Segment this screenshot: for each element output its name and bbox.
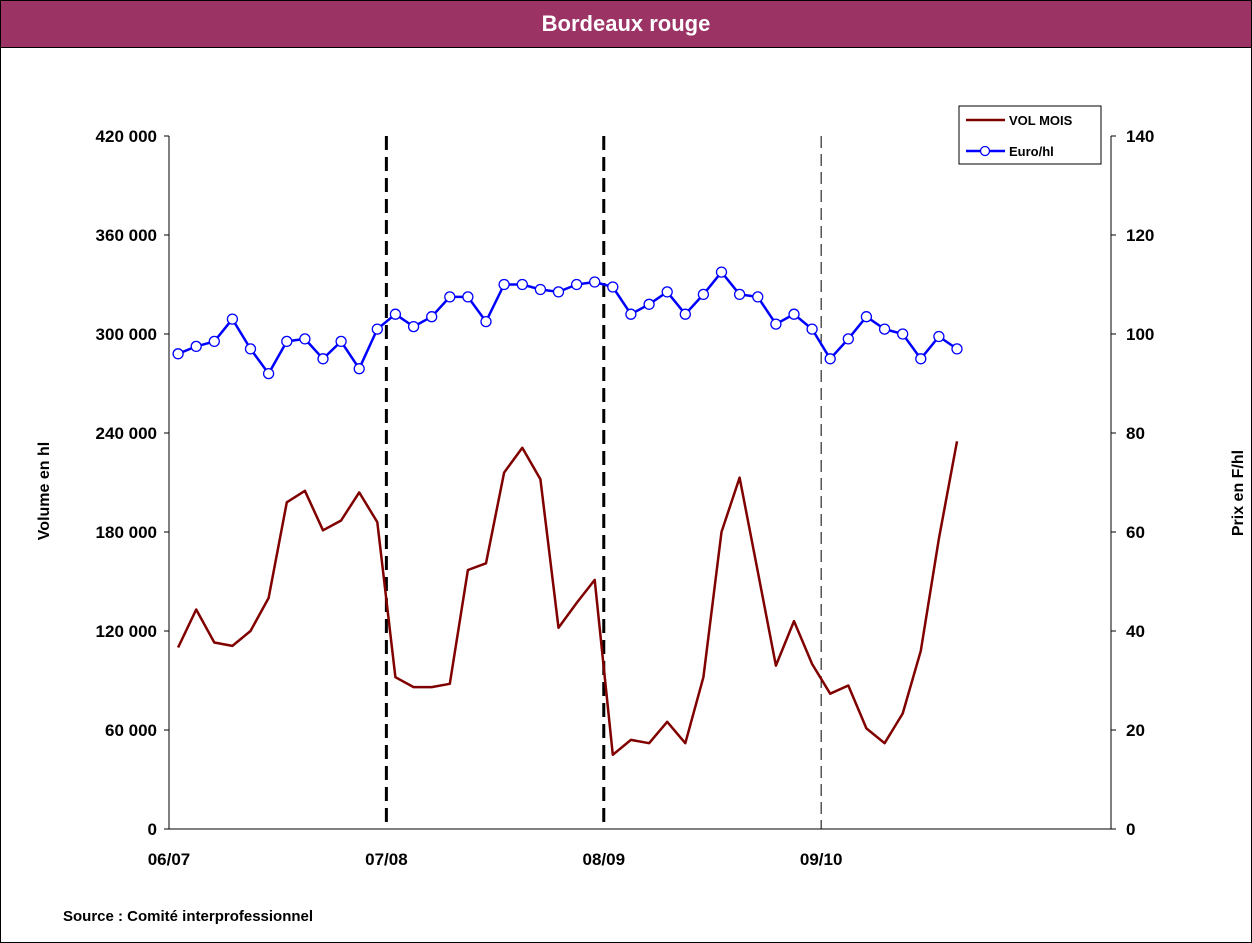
- y-right-tick-label: 120: [1126, 226, 1154, 245]
- euro-hl-data-point: [462, 291, 474, 303]
- series-line-euro-hl: [177, 270, 958, 375]
- euro-hl-data-point: [643, 298, 655, 310]
- y-axis-right-title: Prix en F/hl: [1230, 450, 1247, 536]
- euro-hl-data-point: [770, 318, 782, 330]
- y-left-tick-label: 0: [148, 820, 157, 839]
- euro-hl-data-point: [226, 313, 239, 325]
- euro-hl-data-point: [172, 348, 184, 360]
- euro-hl-data-point: [444, 291, 456, 303]
- x-tick-label: 07/08: [365, 850, 408, 869]
- euro-hl-data-point: [407, 320, 420, 333]
- euro-hl-data-point: [878, 323, 891, 335]
- euro-hl-data-point: [353, 363, 365, 375]
- y-left-tick-label: 60 000: [105, 721, 157, 740]
- euro-hl-data-point: [589, 276, 601, 288]
- euro-hl-data-point: [915, 353, 927, 365]
- euro-hl-data-point: [860, 311, 873, 323]
- title-bar: Bordeaux rouge: [1, 1, 1251, 48]
- legend-label-vol: VOL MOIS: [1009, 113, 1073, 128]
- euro-hl-data-point: [244, 343, 257, 355]
- euro-hl-data-point: [733, 288, 746, 301]
- euro-hl-data-point: [262, 367, 275, 380]
- euro-hl-data-point: [426, 311, 438, 323]
- euro-hl-data-point: [516, 278, 528, 291]
- euro-hl-data-point: [897, 328, 909, 340]
- euro-hl-data-point: [752, 291, 764, 303]
- euro-hl-data-point: [697, 288, 710, 301]
- euro-hl-data-point: [335, 335, 347, 348]
- euro-hl-data-point: [371, 323, 383, 335]
- euro-hl-data-point: [951, 343, 963, 355]
- euro-hl-data-point: [661, 286, 673, 298]
- legend-marker-euro: [979, 145, 991, 157]
- euro-hl-data-point: [607, 281, 619, 293]
- euro-hl-data-point: [534, 283, 547, 296]
- euro-hl-data-point: [824, 353, 836, 365]
- euro-hl-data-point: [190, 340, 202, 353]
- euro-hl-data-point: [498, 278, 510, 291]
- y-left-tick-label: 120 000: [96, 622, 157, 641]
- y-right-tick-label: 20: [1126, 721, 1145, 740]
- euro-hl-data-point: [788, 308, 800, 320]
- y-right-tick-label: 40: [1126, 622, 1145, 641]
- source-note: Source : Comité interprofessionnel: [63, 908, 314, 925]
- y-right-tick-label: 100: [1126, 325, 1154, 344]
- euro-hl-data-point: [715, 266, 728, 278]
- y-right-tick-label: 140: [1126, 127, 1154, 146]
- x-tick-label: 08/09: [582, 850, 625, 869]
- euro-hl-data-point: [570, 278, 583, 291]
- euro-hl-data-point: [281, 335, 293, 348]
- euro-hl-data-point: [389, 308, 402, 320]
- y-left-tick-label: 420 000: [96, 127, 157, 146]
- y-right-tick-label: 0: [1126, 820, 1135, 839]
- euro-hl-data-point: [625, 308, 637, 320]
- y-left-tick-label: 300 000: [96, 325, 157, 344]
- chart-title: Bordeaux rouge: [541, 11, 711, 36]
- x-tick-label: 06/07: [148, 850, 191, 869]
- euro-hl-data-point: [933, 330, 945, 343]
- euro-hl-data-point: [552, 286, 565, 298]
- euro-hl-data-point: [679, 308, 691, 320]
- y-right-tick-label: 80: [1126, 424, 1145, 443]
- x-tick-label: 09/10: [800, 850, 843, 869]
- euro-hl-data-point: [208, 335, 220, 348]
- series-line-vol-mois: [176, 441, 959, 757]
- euro-hl-data-point: [480, 315, 492, 328]
- y-left-tick-label: 240 000: [96, 424, 157, 443]
- euro-hl-data-point: [842, 333, 854, 345]
- euro-hl-data-point: [317, 353, 329, 365]
- y-axis-left-title: Volume en hl: [36, 442, 53, 540]
- y-right-tick-label: 60: [1126, 523, 1145, 542]
- legend-label-euro: Euro/hl: [1009, 144, 1054, 159]
- y-left-tick-label: 360 000: [96, 226, 157, 245]
- euro-hl-data-point: [299, 333, 311, 345]
- euro-hl-data-point: [806, 323, 818, 335]
- y-left-tick-label: 180 000: [96, 523, 157, 542]
